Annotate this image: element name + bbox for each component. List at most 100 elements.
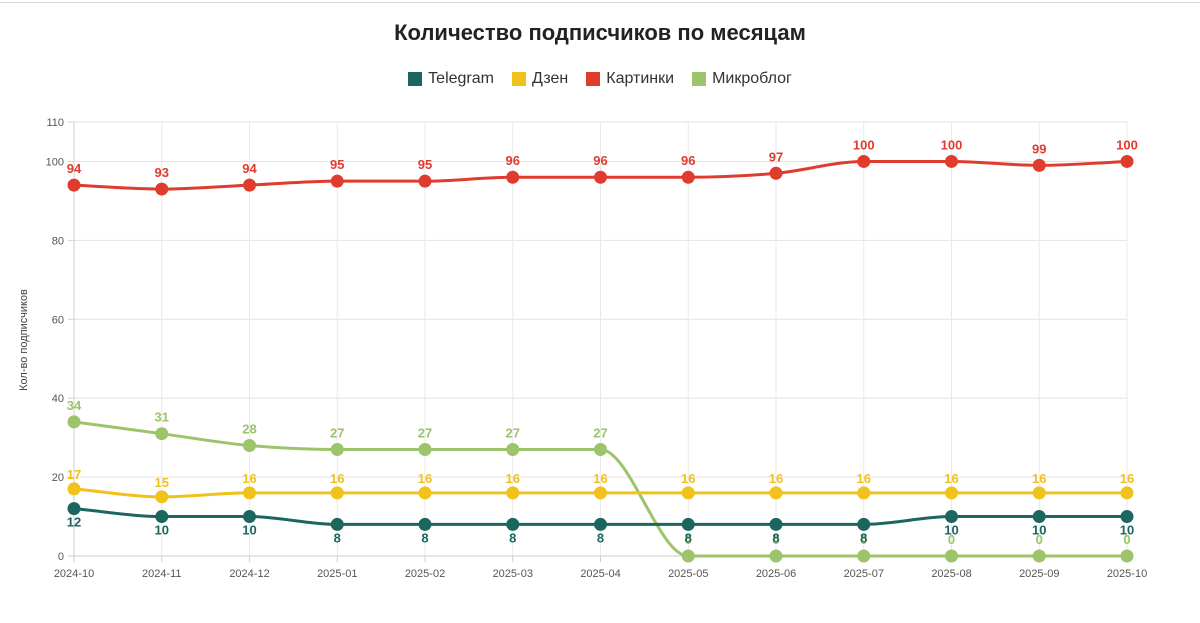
data-point-dzen: [945, 486, 958, 500]
data-point-mikroblog: [945, 549, 958, 563]
data-label-mikroblog: 0: [772, 532, 779, 547]
data-point-kartinki: [594, 170, 607, 184]
x-tick-label: 2025-01: [317, 568, 357, 580]
data-label-mikroblog: 27: [418, 425, 432, 440]
x-tick-label: 2024-12: [229, 568, 269, 580]
data-point-mikroblog: [769, 549, 783, 563]
data-label-kartinki: 99: [1032, 141, 1046, 156]
data-point-mikroblog: [330, 442, 344, 456]
data-label-dzen: 16: [242, 471, 256, 486]
data-label-kartinki: 95: [330, 157, 344, 172]
legend-swatch-kartinki: [586, 72, 601, 86]
data-point-dzen: [769, 486, 783, 500]
data-point-mikroblog: [155, 427, 169, 441]
data-point-telegram: [681, 517, 695, 531]
data-point-kartinki: [418, 174, 432, 188]
data-point-kartinki: [1120, 154, 1134, 168]
data-point-telegram: [594, 517, 607, 531]
data-point-dzen: [243, 486, 256, 500]
data-label-dzen: 16: [506, 471, 520, 486]
y-tick-label: 100: [46, 156, 64, 168]
y-tick-label: 20: [52, 472, 64, 484]
data-label-dzen: 16: [593, 471, 607, 486]
data-point-kartinki: [243, 178, 256, 192]
data-label-mikroblog: 0: [685, 532, 692, 547]
legend-label-mikroblog: Микроблог: [712, 70, 792, 87]
data-point-mikroblog: [1032, 549, 1046, 563]
legend-item-dzen[interactable]: Дзен: [511, 70, 568, 88]
data-point-telegram: [155, 510, 169, 524]
data-label-telegram: 8: [860, 530, 867, 545]
data-label-kartinki: 100: [853, 137, 875, 152]
data-label-mikroblog: 27: [330, 425, 344, 440]
data-point-mikroblog: [857, 549, 871, 563]
legend-swatch-mikroblog: [692, 72, 707, 86]
data-label-dzen: 16: [418, 471, 432, 486]
data-label-dzen: 16: [944, 471, 958, 486]
data-label-kartinki: 96: [506, 153, 520, 168]
data-point-kartinki: [769, 166, 783, 180]
data-label-kartinki: 96: [681, 153, 695, 168]
data-point-kartinki: [506, 170, 520, 184]
data-label-kartinki: 95: [418, 157, 432, 172]
data-point-mikroblog: [681, 549, 695, 563]
data-label-mikroblog: 27: [593, 425, 607, 440]
data-point-dzen: [67, 482, 81, 496]
x-tick-label: 2025-08: [931, 568, 971, 580]
data-label-telegram: 8: [772, 530, 779, 545]
data-point-telegram: [769, 517, 783, 531]
data-point-dzen: [1032, 486, 1046, 500]
data-label-kartinki: 97: [769, 149, 783, 164]
data-point-dzen: [418, 486, 432, 500]
x-tick-label: 2025-10: [1107, 568, 1147, 580]
data-label-telegram: 12: [67, 515, 81, 530]
data-point-kartinki: [155, 182, 169, 196]
data-point-telegram: [67, 502, 81, 516]
data-point-dzen: [506, 486, 520, 500]
data-label-dzen: 16: [1032, 471, 1046, 486]
data-point-kartinki: [1032, 158, 1046, 172]
data-label-telegram: 8: [685, 530, 692, 545]
legend-item-kartinki[interactable]: Картинки: [586, 70, 674, 88]
data-label-kartinki: 100: [1116, 137, 1138, 152]
data-label-dzen: 16: [681, 471, 695, 486]
data-label-mikroblog: 0: [1036, 532, 1043, 547]
data-label-telegram: 8: [597, 530, 604, 545]
data-point-telegram: [243, 510, 256, 524]
data-point-mikroblog: [418, 442, 432, 456]
data-label-telegram: 10: [944, 523, 958, 538]
x-tick-label: 2024-10: [54, 568, 94, 580]
data-label-kartinki: 96: [593, 153, 607, 168]
data-label-telegram: 10: [155, 523, 169, 538]
data-point-dzen: [681, 486, 695, 500]
data-label-mikroblog: 28: [242, 422, 256, 437]
data-point-mikroblog: [1120, 549, 1134, 563]
data-label-telegram: 10: [1120, 523, 1134, 538]
data-point-telegram: [418, 517, 432, 531]
data-point-mikroblog: [506, 442, 520, 456]
data-label-dzen: 16: [330, 471, 344, 486]
data-label-mikroblog: 31: [155, 410, 169, 425]
data-point-telegram: [506, 517, 520, 531]
data-point-kartinki: [330, 174, 344, 188]
legend-item-telegram[interactable]: Telegram: [408, 70, 494, 88]
data-point-mikroblog: [67, 415, 81, 429]
y-tick-label: 60: [52, 314, 64, 326]
legend-item-mikroblog[interactable]: Микроблог: [692, 70, 792, 88]
data-label-mikroblog: 0: [1123, 532, 1130, 547]
y-tick-label: 40: [52, 393, 64, 405]
data-point-telegram: [1032, 510, 1046, 524]
data-point-dzen: [594, 486, 607, 500]
top-divider: [0, 2, 1200, 3]
x-tick-label: 2025-04: [580, 568, 620, 580]
data-label-dzen: 16: [857, 471, 871, 486]
data-point-mikroblog: [594, 442, 607, 456]
data-point-dzen: [330, 486, 344, 500]
data-label-dzen: 15: [155, 475, 169, 490]
legend-swatch-dzen: [511, 72, 526, 86]
data-label-kartinki: 100: [941, 137, 963, 152]
data-point-dzen: [1120, 486, 1134, 500]
data-label-kartinki: 94: [242, 161, 257, 176]
data-label-dzen: 17: [67, 467, 81, 482]
